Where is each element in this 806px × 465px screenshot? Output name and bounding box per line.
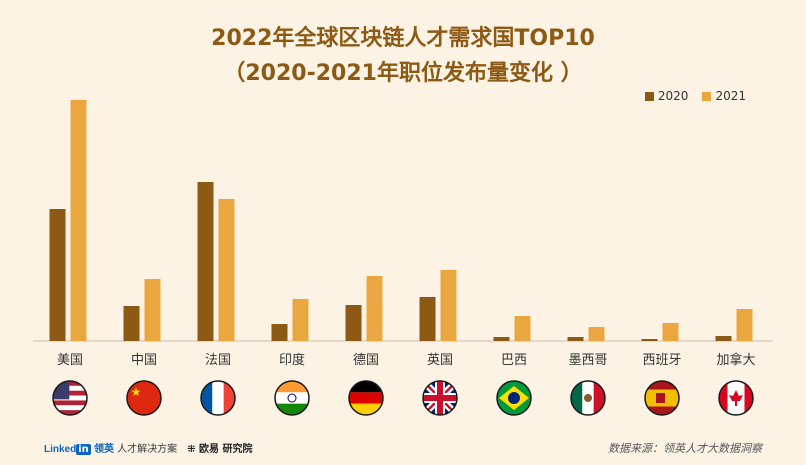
bar-2020-9 xyxy=(715,336,732,341)
legend-swatch-2021 xyxy=(702,91,712,101)
bar-2021-4 xyxy=(366,276,383,341)
x-tick-label: 德国 xyxy=(353,353,379,368)
okx-research-logo: ⁜ 欧易 研究院 xyxy=(187,440,252,455)
bar-2020-2 xyxy=(197,182,214,341)
bar-2021-9 xyxy=(736,309,753,341)
x-tick-label: 法国 xyxy=(205,353,231,368)
bar-2021-5 xyxy=(440,270,457,341)
bar-2021-2 xyxy=(218,199,235,341)
legend-swatch-2020 xyxy=(644,91,654,101)
legend-label-2020: 2020 xyxy=(657,89,689,103)
bar-2020-8 xyxy=(641,339,658,341)
spain-flag-icon xyxy=(644,380,680,416)
legend-label-2021: 2021 xyxy=(715,89,746,103)
x-tick-label: 英国 xyxy=(427,353,453,368)
data-source: 数据来源：领英人才大数据洞察 xyxy=(608,442,762,455)
x-tick-label: 美国 xyxy=(57,353,83,368)
bar-2021-3 xyxy=(292,299,309,341)
bar-2020-0 xyxy=(49,209,66,341)
mexico-flag-icon xyxy=(570,380,606,416)
okx-icon: ⁜ xyxy=(187,444,196,455)
linkedin-logo: Linked in 领英 人才解决方案 xyxy=(44,440,177,455)
x-tick-label: 墨西哥 xyxy=(568,353,607,368)
brazil-flag-icon xyxy=(496,380,532,416)
us-flag-icon xyxy=(52,380,88,416)
svg-text:★: ★ xyxy=(131,385,142,399)
uk-flag-icon xyxy=(422,380,458,416)
bar-2020-1 xyxy=(123,306,140,341)
bar-chart: 美国 中国 ★ 法国 印度 德国 英国 巴西 墨西哥 西班牙 加拿大 xyxy=(33,100,773,416)
x-tick-label: 加拿大 xyxy=(716,352,755,368)
chart-title: 2022年全球区块链人才需求国TOP10 xyxy=(211,26,595,51)
bar-2020-4 xyxy=(345,305,362,341)
legend-item-2020: 2020 xyxy=(644,89,689,103)
bar-2021-8 xyxy=(662,323,679,341)
legend-item-2021: 2021 xyxy=(702,89,746,103)
india-flag-icon xyxy=(274,380,310,416)
linkedin-subtitle: 人才解决方案 xyxy=(117,444,178,455)
linkedin-word: Linked xyxy=(44,444,77,455)
france-flag-icon xyxy=(200,380,236,416)
bar-2021-1 xyxy=(144,279,161,341)
chart-subtitle: （2020-2021年职位发布量变化 ） xyxy=(223,61,583,86)
canada-flag-icon xyxy=(718,380,754,416)
germany-flag-icon xyxy=(348,380,384,416)
okx-research-label: 欧易 研究院 xyxy=(199,444,253,455)
bar-2020-3 xyxy=(271,324,288,341)
bar-2020-5 xyxy=(419,297,436,341)
x-tick-label: 中国 xyxy=(131,353,157,368)
bar-2021-0 xyxy=(70,100,87,341)
footer-logos: Linked in 领英 人才解决方案 ⁜ 欧易 研究院 xyxy=(44,440,253,455)
x-tick-label: 印度 xyxy=(279,352,305,368)
bar-2020-7 xyxy=(567,337,584,341)
linkedin-in-badge: in xyxy=(76,444,91,455)
bar-2021-7 xyxy=(588,327,605,341)
linkedin-cn-name: 领英 xyxy=(93,444,114,455)
x-tick-label: 西班牙 xyxy=(642,353,681,368)
legend: 2020 2021 xyxy=(644,89,746,103)
x-tick-label: 巴西 xyxy=(501,353,527,368)
bar-2020-6 xyxy=(493,337,510,341)
china-flag-icon: ★ xyxy=(126,380,162,416)
bar-2021-6 xyxy=(514,316,531,341)
